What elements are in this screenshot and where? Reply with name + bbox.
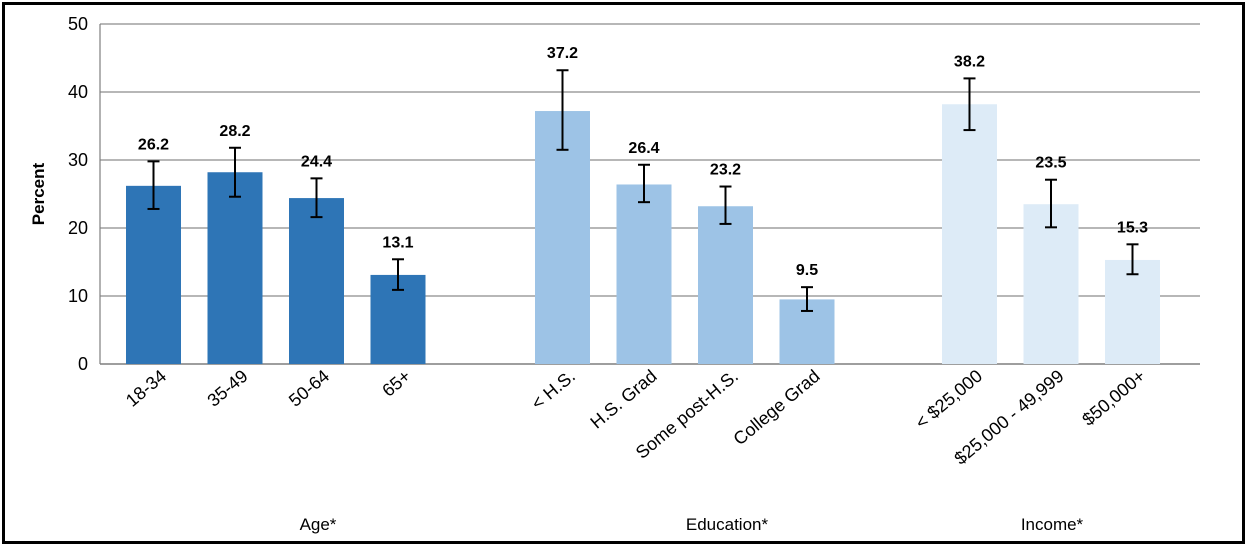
- x-tick-label: H.S. Grad: [586, 366, 660, 433]
- x-tick-label: 65+: [378, 366, 414, 401]
- data-label: 26.4: [628, 140, 659, 157]
- x-tick-label: 18-34: [122, 366, 170, 411]
- y-axis-title: Percent: [29, 162, 48, 225]
- data-label: 13.1: [382, 234, 413, 251]
- x-tick-label: 35-49: [203, 366, 251, 411]
- group-label: Age*: [300, 515, 337, 534]
- bar: [207, 172, 263, 364]
- y-tick-label: 40: [68, 82, 88, 102]
- y-tick-label: 50: [68, 14, 88, 34]
- group-label: Education*: [686, 515, 769, 534]
- x-tick-label: 50-64: [285, 366, 333, 411]
- data-label: 26.2: [138, 136, 169, 153]
- y-tick-label: 10: [68, 286, 88, 306]
- bar: [126, 185, 181, 364]
- y-tick-label: 20: [68, 218, 88, 238]
- bar: [616, 184, 672, 364]
- data-label: 38.2: [954, 53, 985, 70]
- y-tick-label: 0: [78, 354, 88, 374]
- x-tick-label: < H.S.: [528, 366, 580, 414]
- data-label: 37.2: [547, 45, 578, 62]
- data-label: 28.2: [219, 123, 250, 140]
- bar: [289, 198, 344, 364]
- x-tick-label: $50,000+: [1078, 366, 1149, 430]
- bar: [1105, 259, 1160, 364]
- data-label: 24.4: [301, 153, 332, 170]
- data-label: 23.2: [710, 162, 741, 179]
- bar: [1023, 204, 1079, 364]
- bar: [698, 206, 753, 364]
- data-label: 15.3: [1117, 219, 1148, 236]
- data-label: 23.5: [1035, 155, 1066, 172]
- bar: [942, 104, 997, 365]
- group-label: Income*: [1021, 515, 1084, 534]
- x-tick-label: College Grad: [729, 366, 823, 449]
- x-tick-label: < $25,000: [911, 366, 986, 433]
- bar: [535, 111, 590, 364]
- data-label: 9.5: [796, 262, 818, 279]
- y-tick-label: 30: [68, 150, 88, 170]
